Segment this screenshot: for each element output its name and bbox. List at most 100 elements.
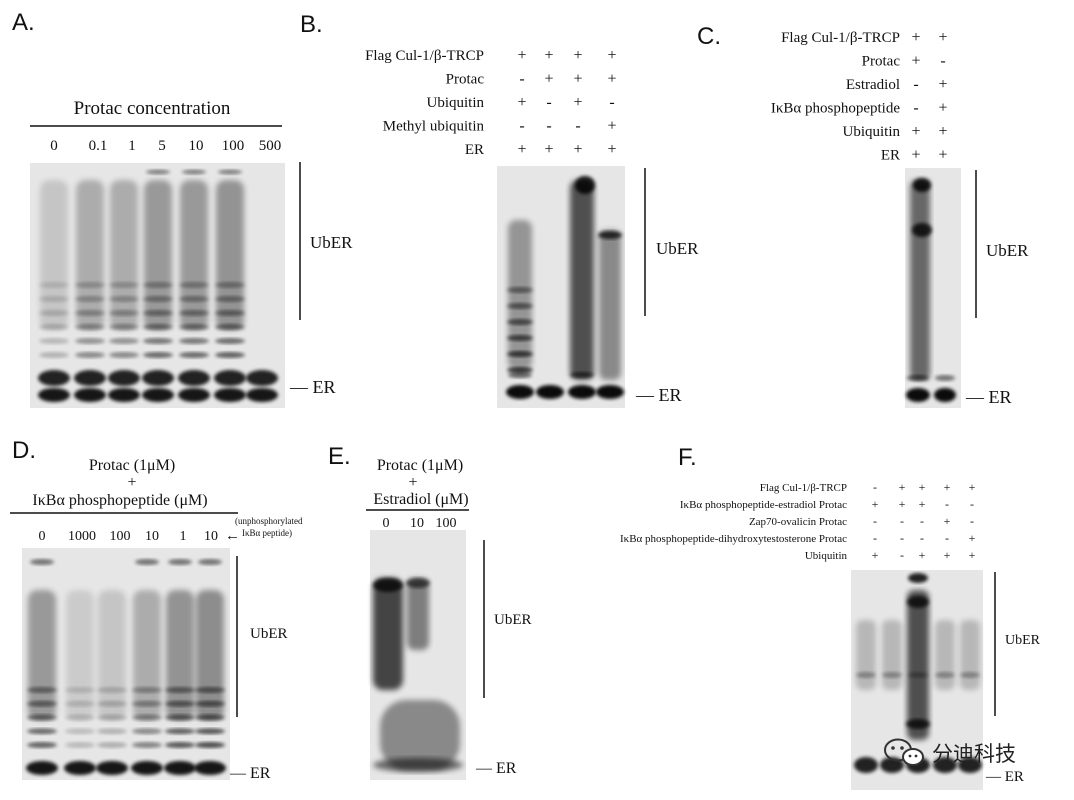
gel-smear <box>196 590 224 720</box>
gel-band <box>406 578 430 588</box>
panel-d-note-line2: IκBα peptide) <box>242 528 292 538</box>
gel-band <box>75 296 105 302</box>
condition-sign: - <box>900 514 904 528</box>
gel-band <box>97 728 127 735</box>
condition-sign: + <box>872 548 879 562</box>
condition-sign: - <box>920 514 924 528</box>
gel-band <box>906 388 930 402</box>
condition-sign: + <box>607 47 616 64</box>
gel-band <box>373 578 403 592</box>
condition-sign: + <box>607 71 616 88</box>
condition-sign: + <box>517 141 526 158</box>
gel-band <box>215 338 245 344</box>
condition-sign: - <box>920 531 924 545</box>
panel-c-ub-label: UbER <box>986 241 1029 260</box>
gel-band <box>182 169 206 175</box>
gel-smear <box>28 590 56 720</box>
panel-e-title-line1: Protac (1μM) <box>377 457 463 474</box>
panel-d-arrow: ← <box>225 528 240 544</box>
gel-band <box>214 388 246 402</box>
gel-smear <box>144 180 172 330</box>
condition-label: IκBα phosphopeptide-dihydroxytestosteron… <box>620 533 847 545</box>
gel-band <box>195 714 225 721</box>
gel-band <box>218 169 242 175</box>
condition-sign: + <box>938 100 947 117</box>
condition-sign: + <box>938 29 947 46</box>
condition-label: IκBα phosphopeptide-estradiol Protac <box>680 499 847 511</box>
condition-sign: + <box>573 94 582 111</box>
gel-band <box>132 714 162 721</box>
panel-label-b: B. <box>300 11 323 38</box>
gel-band <box>195 742 225 748</box>
condition-sign: - <box>546 94 551 111</box>
gel-smear <box>110 180 138 330</box>
gel-band <box>179 324 209 330</box>
gel-band <box>65 728 95 735</box>
gel-band <box>194 761 226 775</box>
condition-sign: - <box>873 480 877 494</box>
gel-band <box>215 352 245 358</box>
gel-band <box>65 714 95 721</box>
condition-sign: + <box>938 147 947 164</box>
gel-band <box>75 324 105 330</box>
gel-band <box>97 742 127 748</box>
gel-smear <box>935 620 955 690</box>
gel-band <box>135 559 159 565</box>
lane-label: 10 <box>189 138 204 154</box>
condition-sign: - <box>940 53 945 70</box>
gel-band <box>26 761 58 775</box>
panel-a-gel <box>30 163 285 408</box>
gel-band <box>165 742 195 748</box>
gel-band <box>507 319 533 325</box>
gel-band <box>27 728 57 735</box>
gel-band <box>198 559 222 565</box>
gel-band <box>598 231 622 239</box>
gel-band <box>507 303 533 309</box>
panel-label-f: F. <box>678 444 697 471</box>
gel-band <box>143 310 173 316</box>
panel-b-ub-label: UbER <box>656 239 699 258</box>
condition-sign: - <box>609 94 614 111</box>
panel-c-er-label: — ER <box>965 387 1012 407</box>
condition-label: ER <box>881 148 900 164</box>
gel-band <box>108 370 140 386</box>
gel-band <box>109 352 139 358</box>
condition-sign: + <box>919 480 926 494</box>
condition-label: Protac <box>446 72 485 88</box>
gel-band <box>143 282 173 288</box>
condition-sign: - <box>900 548 904 562</box>
gel-band <box>934 388 956 402</box>
gel-band <box>168 559 192 565</box>
condition-sign: + <box>911 29 920 46</box>
panel-f-conditions: Flag Cul-1/β-TRCP - + + + +IκBα phosphopeptid… <box>620 480 976 562</box>
panel-e-lane-labels: 0 10 100 <box>383 516 457 531</box>
gel-band <box>75 310 105 316</box>
gel-smear <box>508 220 532 370</box>
condition-sign: - <box>873 531 877 545</box>
gel-band <box>109 324 139 330</box>
gel-band <box>178 388 210 402</box>
gel-band <box>178 370 210 386</box>
gel-band <box>39 352 69 358</box>
watermark: 分迪科技 <box>884 738 1016 766</box>
condition-sign: - <box>970 514 974 528</box>
lane-label: 500 <box>259 138 282 154</box>
gel-smear <box>66 590 94 720</box>
gel-band <box>27 714 57 721</box>
lane-label: 100 <box>222 138 245 154</box>
condition-label: Flag Cul-1/β-TRCP <box>760 482 847 494</box>
panel-d-note-line1: (unphosphorylated <box>235 516 303 526</box>
gel-band <box>75 352 105 358</box>
gel-band <box>568 385 596 399</box>
condition-label: Ubiquitin <box>805 550 848 562</box>
condition-label: Flag Cul-1/β-TRCP <box>365 48 484 64</box>
gel-smear <box>599 230 621 380</box>
gel-band <box>97 714 127 721</box>
gel-band <box>146 169 170 175</box>
condition-label: Estradiol <box>846 77 900 93</box>
panel-d-title-line1: Protac (1μM) <box>89 457 175 474</box>
gel-band <box>507 351 533 357</box>
gel-band <box>165 728 195 735</box>
condition-sign: + <box>944 548 951 562</box>
